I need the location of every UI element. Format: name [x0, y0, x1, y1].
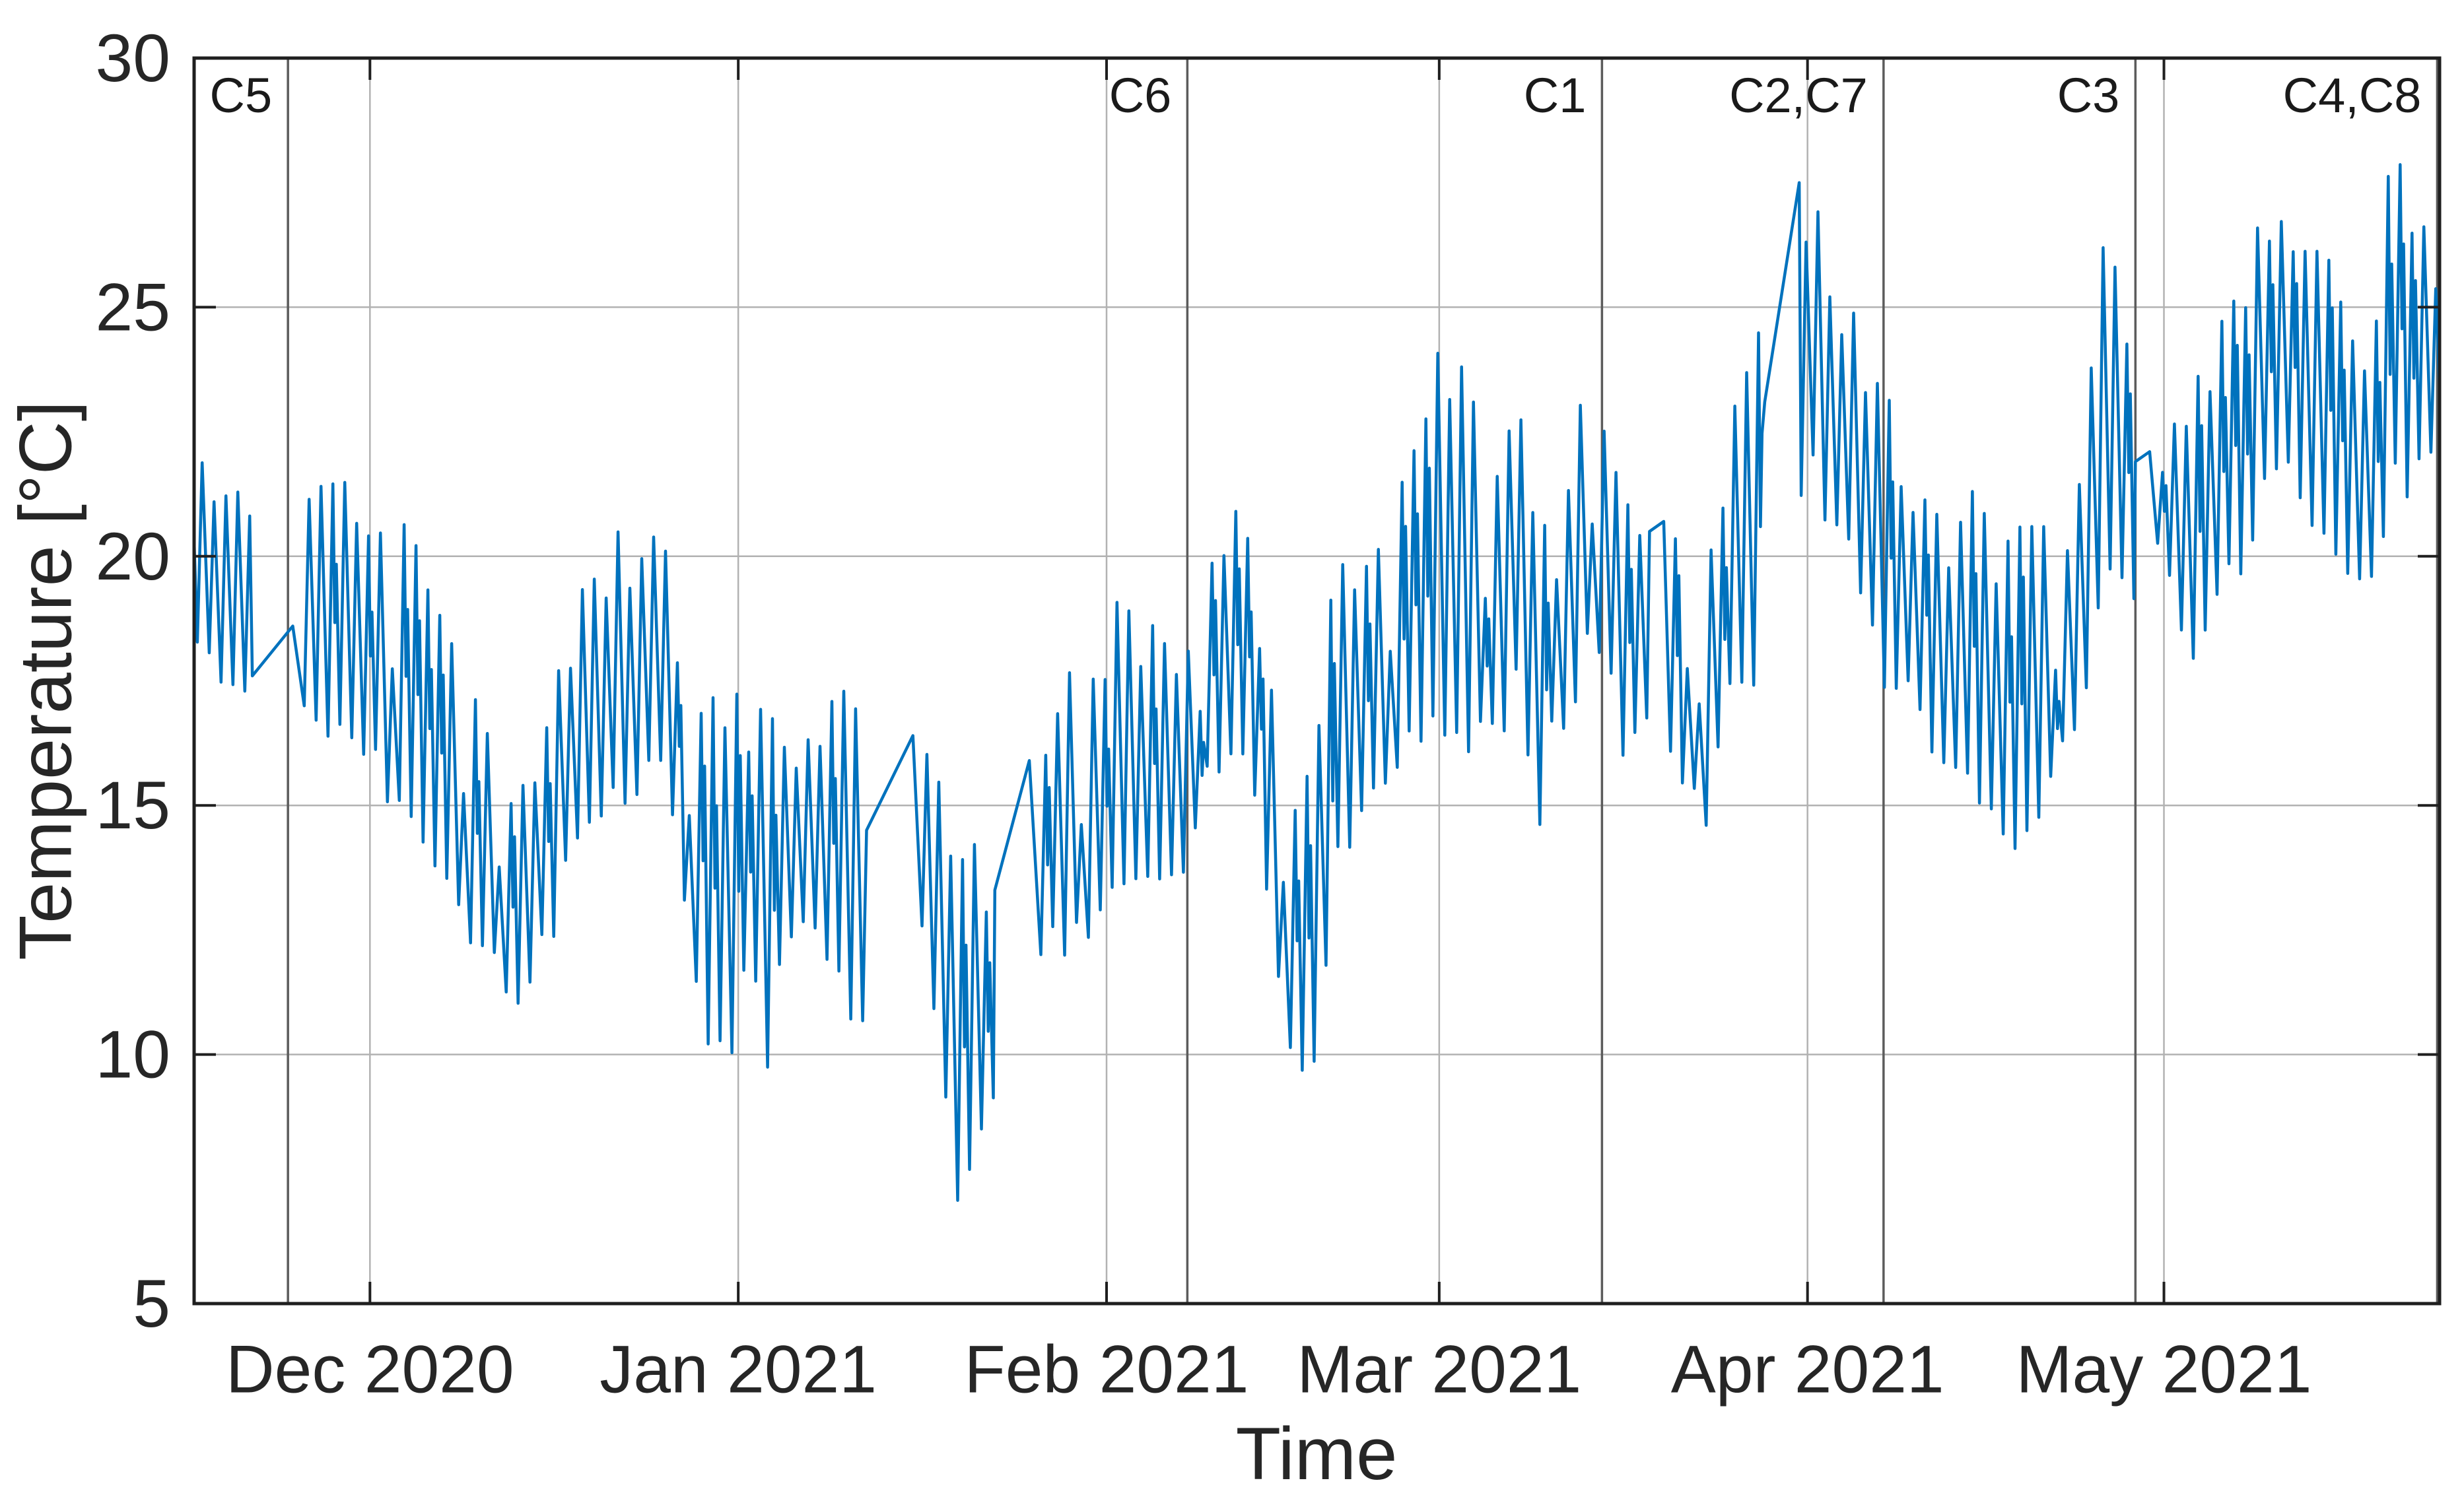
- y-tick-label-10: 10: [96, 1017, 170, 1092]
- x-tick-label-may-2021: May 2021: [2016, 1332, 2312, 1407]
- annotation-label-c4-c8: C4,C8: [2283, 68, 2422, 123]
- annotation-label-c3: C3: [2057, 68, 2120, 123]
- annotation-label-c5: C5: [210, 68, 273, 123]
- tick-labels-layer: C5 C6 C1 C2,C7 C3 C4,C8 5 10 15 20 25 30 Dec 2020 Jan…: [96, 20, 2422, 1407]
- plot-border: [192, 56, 2442, 1306]
- x-tick-label-apr-2021: Apr 2021: [1671, 1332, 1944, 1407]
- annotation-label-c2-c7: C2,C7: [1729, 68, 1868, 123]
- x-tick-label-jan-2021: Jan 2021: [599, 1332, 877, 1407]
- y-tick-label-25: 25: [96, 269, 170, 345]
- x-tick-label-feb-2021: Feb 2021: [964, 1332, 1249, 1407]
- grid-layer: [194, 58, 2440, 1304]
- annotation-label-c6: C6: [1109, 68, 1172, 123]
- temperature-series-line: [192, 163, 2442, 1202]
- axes-layer: [192, 56, 2442, 1306]
- y-tick-label-15: 15: [96, 768, 170, 843]
- y-tick-label-20: 20: [96, 519, 170, 594]
- x-tick-label-mar-2021: Mar 2021: [1297, 1332, 1581, 1407]
- x-axis-label: Time: [1236, 1412, 1398, 1495]
- y-tick-label-5: 5: [133, 1266, 170, 1341]
- series-layer: [192, 163, 2442, 1202]
- x-tick-label-dec-2020: Dec 2020: [226, 1332, 514, 1407]
- y-tick-label-30: 30: [96, 20, 170, 96]
- annotation-label-c1: C1: [1524, 68, 1587, 123]
- y-axis-label: Temperature [°C]: [5, 401, 87, 960]
